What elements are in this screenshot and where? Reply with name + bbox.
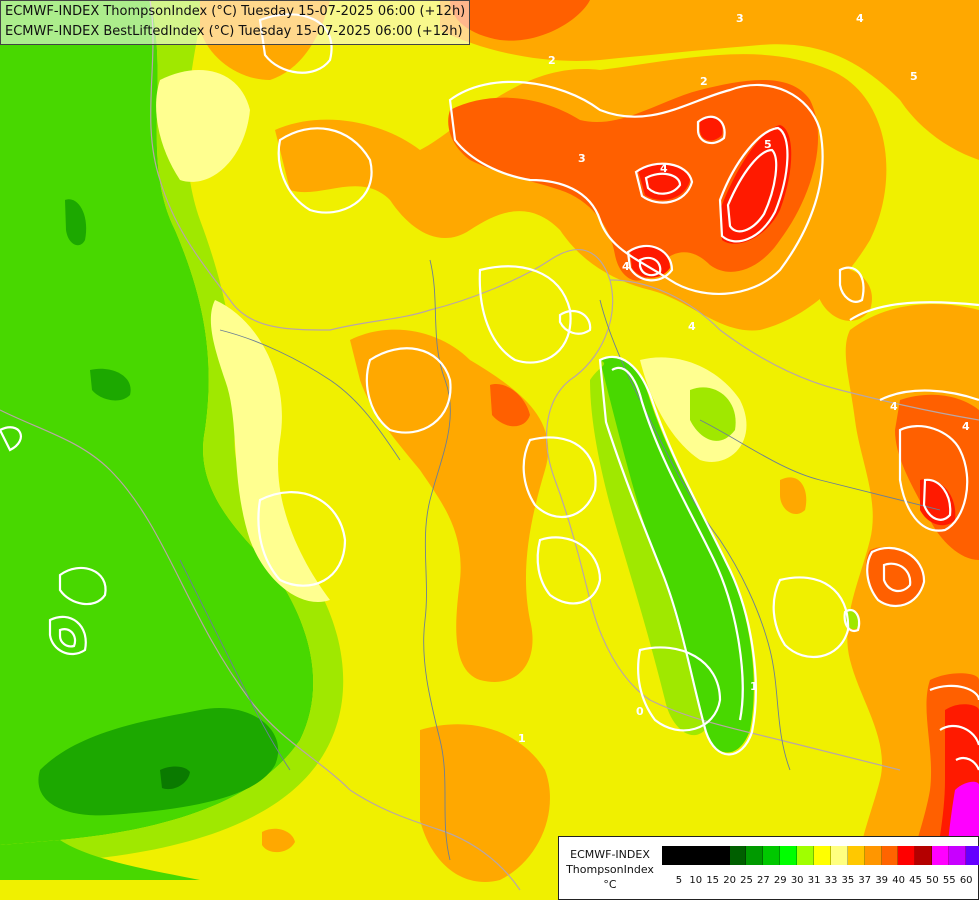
contour-label: 3 (578, 152, 586, 165)
legend-swatch (746, 846, 764, 865)
field-green-valley (600, 356, 754, 753)
legend-tick: 60 (959, 875, 973, 886)
field-paleyellow-2 (156, 70, 250, 182)
legend-color-bar (662, 846, 979, 865)
legend-tick: 5 (675, 875, 683, 886)
legend-title-line2: ThompsonIndex (566, 863, 654, 876)
field-orange-e3 (780, 477, 807, 515)
contour-label: 4 (688, 320, 696, 333)
legend-swatch (780, 846, 798, 865)
legend-tick: 37 (858, 875, 872, 886)
field-paleyellow-1 (210, 300, 330, 602)
legend-tick: 20 (723, 875, 736, 886)
contour-label: 1 (750, 680, 758, 693)
contour-label: 5 (910, 70, 918, 83)
field-lightgreen-e1 (690, 387, 736, 441)
contour-label: 4 (890, 400, 898, 413)
contour-label: 4 (962, 420, 970, 433)
legend-tick: 35 (841, 875, 855, 886)
field-green-sw-lower (0, 840, 200, 880)
legend-tick: 40 (892, 875, 905, 886)
legend-swatch (814, 846, 831, 865)
field-orange-e2 (820, 267, 872, 321)
contour-label: 2 (548, 54, 556, 67)
color-legend: ECMWF-INDEX ThompsonIndex °C 5 10 15 20 25 27… (558, 836, 979, 900)
bli-contours (0, 13, 979, 771)
legend-tick: 50 (926, 875, 939, 886)
field-darkgreen-w2 (90, 368, 131, 401)
legend-swatch (932, 846, 950, 865)
legend-tick: 27 (757, 875, 770, 886)
map-title-line2: ECMWF-INDEX BestLiftedIndex (°C) Tuesday… (5, 24, 463, 39)
legend-swatch (949, 846, 967, 865)
legend-tick: 31 (807, 875, 821, 886)
contour-label: 3 (736, 12, 744, 25)
legend-tick: 29 (773, 875, 787, 886)
legend-swatch (729, 846, 747, 865)
contour-label: 5 (764, 138, 772, 151)
legend-swatch (797, 846, 815, 865)
field-orange-s (420, 724, 550, 882)
map-title-line1: ECMWF-INDEX ThompsonIndex (°C) Tuesday 1… (5, 4, 466, 19)
legend-swatch (966, 846, 979, 865)
legend-swatch (915, 846, 933, 865)
field-orange-top-inner (450, 0, 590, 41)
legend-tick: 39 (875, 875, 889, 886)
legend-swatch (847, 846, 865, 865)
legend-tick: 33 (824, 875, 838, 886)
contour-labels: 3 2 4 3 4 5 4 4 5 4 1 2 1 0 4 (518, 12, 970, 745)
contour-label: 2 (700, 75, 708, 88)
legend-swatch (864, 846, 882, 865)
legend-swatch (695, 846, 713, 865)
contour-label: 4 (660, 162, 668, 175)
legend-tick-labels: 5 10 15 20 25 27 29 30 31 33 35 37 39 40 45 50 55 60 (662, 875, 979, 889)
legend-tick: 15 (706, 875, 720, 886)
legend-swatch (763, 846, 781, 865)
legend-tick: 30 (790, 875, 804, 886)
field-lightgreen-valley-edge (590, 360, 705, 736)
rivers (179, 259, 941, 861)
legend-swatch (712, 846, 730, 865)
field-deepred-north4 (700, 116, 723, 141)
field-orange-sw-small (262, 828, 295, 853)
field-red-center (490, 384, 530, 427)
legend-swatch (678, 846, 696, 865)
contour-label: 4 (856, 12, 864, 25)
field-darkestgreen-sw (160, 766, 190, 790)
legend-tick: 45 (909, 875, 922, 886)
legend-title: ECMWF-INDEX ThompsonIndex °C (561, 847, 659, 892)
field-orange-top (440, 0, 979, 160)
contour-label: 0 (636, 705, 644, 718)
legend-swatch (830, 846, 848, 865)
legend-tick: 10 (689, 875, 703, 886)
contour-label: 1 (518, 732, 526, 745)
legend-swatch (898, 846, 916, 865)
legend-tick: 55 (942, 875, 956, 886)
legend-swatch (881, 846, 899, 865)
field-red-east2 (865, 546, 925, 606)
contour-label: 4 (622, 260, 630, 273)
legend-tick: 25 (740, 875, 753, 886)
legend-title-line1: ECMWF-INDEX (570, 848, 650, 861)
map-title-box: ECMWF-INDEX ThompsonIndex (°C) Tuesday 1… (0, 0, 471, 45)
field-darkgreen-w1 (65, 199, 87, 246)
legend-unit: °C (603, 878, 617, 891)
field-darkgreen-sw (38, 708, 279, 816)
legend-swatch (662, 846, 679, 865)
